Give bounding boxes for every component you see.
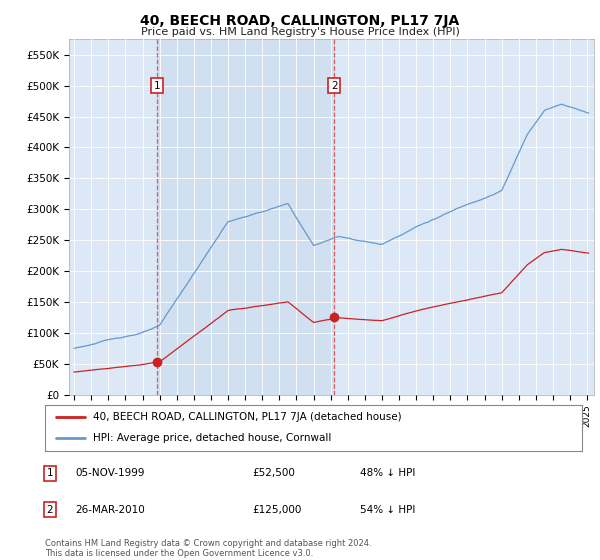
Text: 2: 2 — [46, 505, 53, 515]
Text: 40, BEECH ROAD, CALLINGTON, PL17 7JA: 40, BEECH ROAD, CALLINGTON, PL17 7JA — [140, 14, 460, 28]
Text: £52,500: £52,500 — [252, 468, 295, 478]
Text: 48% ↓ HPI: 48% ↓ HPI — [360, 468, 415, 478]
Text: 1: 1 — [154, 81, 160, 91]
Text: Contains HM Land Registry data © Crown copyright and database right 2024.
This d: Contains HM Land Registry data © Crown c… — [45, 539, 371, 558]
Text: 54% ↓ HPI: 54% ↓ HPI — [360, 505, 415, 515]
Text: 05-NOV-1999: 05-NOV-1999 — [75, 468, 145, 478]
Bar — [157, 39, 334, 395]
Text: HPI: Average price, detached house, Cornwall: HPI: Average price, detached house, Corn… — [94, 433, 332, 444]
Text: 1: 1 — [46, 468, 53, 478]
Text: 2: 2 — [331, 81, 338, 91]
Text: Price paid vs. HM Land Registry's House Price Index (HPI): Price paid vs. HM Land Registry's House … — [140, 27, 460, 37]
Text: £125,000: £125,000 — [252, 505, 301, 515]
Text: 40, BEECH ROAD, CALLINGTON, PL17 7JA (detached house): 40, BEECH ROAD, CALLINGTON, PL17 7JA (de… — [94, 412, 402, 422]
Text: 26-MAR-2010: 26-MAR-2010 — [75, 505, 145, 515]
